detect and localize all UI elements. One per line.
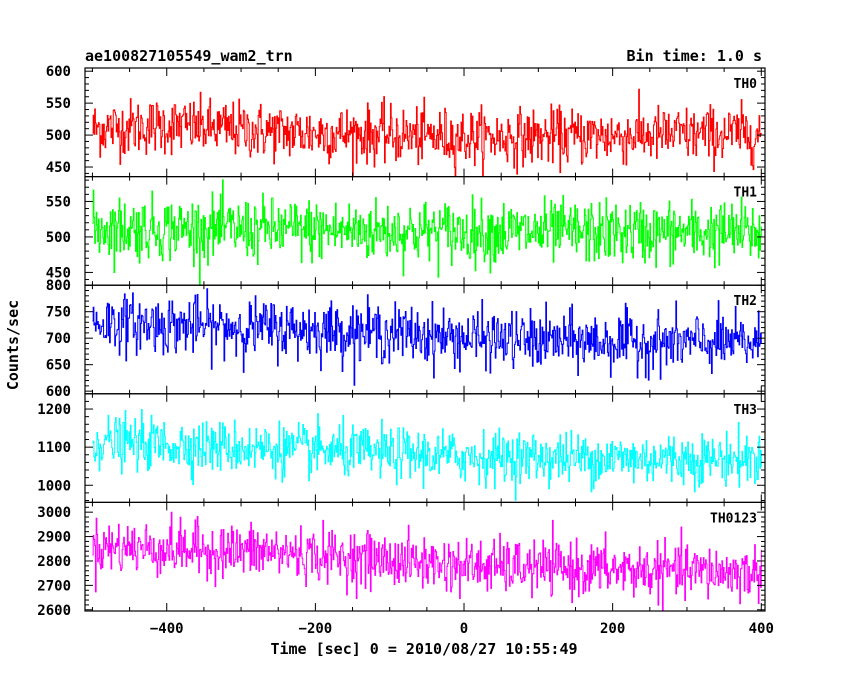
x-tick-label: 0 bbox=[460, 621, 468, 637]
x-tick-label: −200 bbox=[299, 621, 333, 637]
y-tick-label: 800 bbox=[46, 278, 71, 294]
y-tick-label: 700 bbox=[46, 331, 71, 347]
panel-th0123: 2600 2700 2800 2900 3000 TH0123 bbox=[37, 501, 766, 619]
series-line-th2 bbox=[92, 288, 762, 386]
panel-th1: 450 500 550 TH1 bbox=[46, 176, 766, 286]
bin-time-label: Bin time: 1.0 s bbox=[627, 47, 762, 65]
panel-frame bbox=[84, 501, 766, 612]
y-tick-label: 1200 bbox=[37, 402, 71, 418]
y-tick-label: 600 bbox=[46, 384, 71, 400]
series-line-th1 bbox=[92, 179, 762, 286]
y-tick-label: 750 bbox=[46, 305, 71, 321]
chart-title: ae100827105549_wam2_trn bbox=[85, 47, 293, 65]
panel-label-th1: TH1 bbox=[734, 186, 758, 201]
y-tick-label: 550 bbox=[46, 96, 71, 112]
x-tick-label: 200 bbox=[600, 621, 625, 637]
y-tick-label: 2900 bbox=[37, 530, 71, 546]
panel-label-th0: TH0 bbox=[734, 77, 758, 92]
y-tick-label: 2600 bbox=[37, 603, 71, 619]
panels-group: 450 500 550 600 TH0 450 500 550 TH1 600 650 700 750 8… bbox=[37, 64, 766, 619]
series-line-th3 bbox=[92, 409, 762, 501]
panel-label-th0123: TH0123 bbox=[710, 511, 757, 526]
y-tick-label: 650 bbox=[46, 358, 71, 374]
x-axis: −400 −200 0 200 400 bbox=[150, 621, 774, 637]
x-tick-label: 400 bbox=[749, 621, 774, 637]
y-tick-label: 500 bbox=[46, 230, 71, 246]
series-line-th0 bbox=[92, 88, 762, 177]
panel-th2: 600 650 700 750 800 TH2 bbox=[46, 278, 766, 400]
y-tick-label: 1100 bbox=[37, 440, 71, 456]
y-tick-label: 600 bbox=[46, 64, 71, 80]
y-tick-label: 450 bbox=[46, 265, 71, 281]
panel-label-th2: TH2 bbox=[734, 294, 757, 309]
panel-label-th3: TH3 bbox=[734, 403, 757, 418]
y-tick-label: 2800 bbox=[37, 554, 71, 570]
y-tick-label: 1000 bbox=[37, 478, 71, 494]
x-axis-label: Time [sec] 0 = 2010/08/27 10:55:49 bbox=[270, 640, 577, 658]
series-line-th0123 bbox=[92, 511, 762, 611]
y-tick-label: 550 bbox=[46, 194, 71, 210]
y-tick-label: 450 bbox=[46, 160, 71, 176]
y-tick-label: 3000 bbox=[37, 505, 71, 521]
y-tick-label: 2700 bbox=[37, 578, 71, 594]
x-tick-label: −400 bbox=[150, 621, 184, 637]
panel-th3: 1000 1100 1200 TH3 bbox=[37, 393, 766, 503]
y-axis-label: Counts/sec bbox=[4, 300, 22, 390]
y-tick-label: 500 bbox=[46, 128, 71, 144]
panel-th0: 450 500 550 600 TH0 bbox=[46, 64, 766, 178]
